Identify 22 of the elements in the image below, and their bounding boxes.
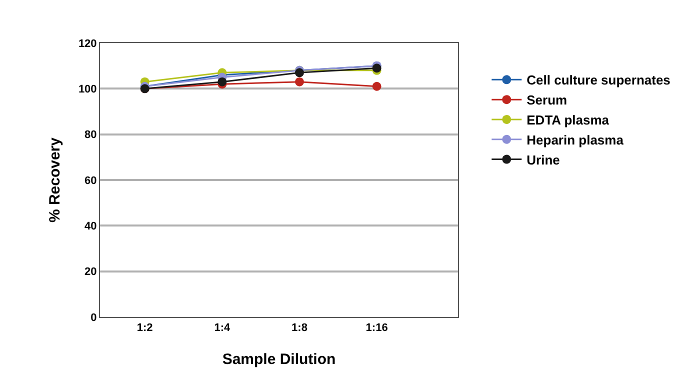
- x-axis-title: Sample Dilution: [222, 351, 336, 368]
- legend-label: EDTA plasma: [526, 112, 610, 128]
- legend-label: Serum: [526, 92, 568, 108]
- y-tick-label: 60: [84, 174, 97, 187]
- y-tick-label: 0: [90, 312, 97, 324]
- legend-label: Cell culture supernates: [526, 72, 670, 88]
- y-tick-label: 40: [84, 220, 97, 233]
- x-tick-label: 1:8: [292, 322, 308, 334]
- point: [372, 82, 382, 91]
- x-tick-label: 1:2: [136, 322, 153, 334]
- legend-label: Urine: [526, 152, 560, 168]
- y-tick-label: 100: [78, 84, 97, 96]
- point: [294, 77, 304, 86]
- point: [294, 68, 304, 78]
- y-tick-label: 120: [78, 38, 97, 50]
- y-axis-title: % Recovery: [46, 136, 64, 223]
- point: [218, 77, 227, 86]
- y-tick-label: 20: [84, 266, 97, 278]
- x-tick-label: 1:4: [214, 322, 231, 334]
- y-tick-label: 80: [84, 129, 97, 142]
- x-tick-label: 1:16: [366, 322, 388, 334]
- legend-label: Heparin plasma: [526, 132, 624, 148]
